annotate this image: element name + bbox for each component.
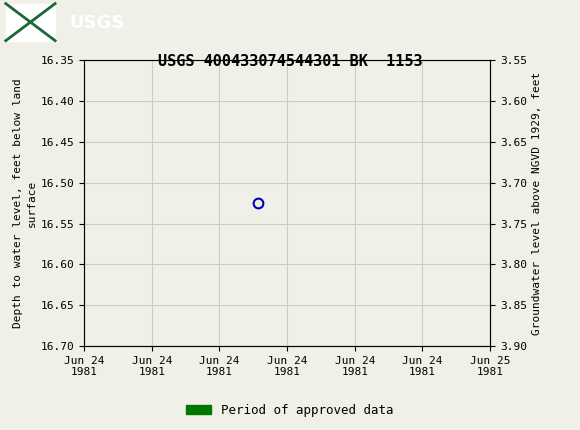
Legend: Period of approved data: Period of approved data <box>181 399 399 421</box>
Bar <box>6 3 55 41</box>
Y-axis label: Groundwater level above NGVD 1929, feet: Groundwater level above NGVD 1929, feet <box>532 71 542 335</box>
Text: USGS 400433074544301 BK  1153: USGS 400433074544301 BK 1153 <box>158 54 422 69</box>
Y-axis label: Depth to water level, feet below land
surface: Depth to water level, feet below land su… <box>13 78 37 328</box>
Text: USGS: USGS <box>70 14 125 31</box>
